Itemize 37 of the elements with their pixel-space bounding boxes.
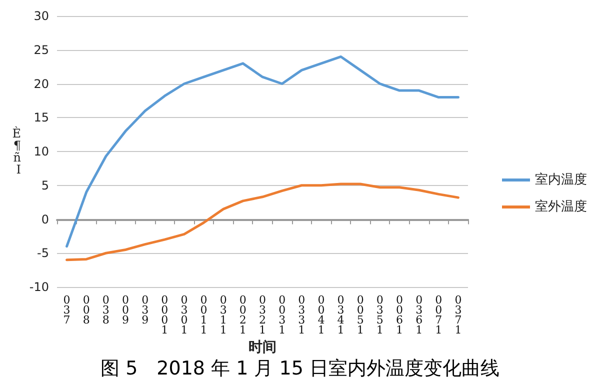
y-tick-label: 5 [41,178,49,192]
line-series [66,55,460,248]
line-series [66,182,460,262]
x-tick-label: 0 0 6 1 [396,294,403,336]
x-tick-label: 0 0 7 1 [435,294,442,336]
x-tick-label: 0 0 8 [82,294,90,326]
x-tick-label: 0 3 3 1 [298,294,306,336]
y-tick-label: 10 [34,144,49,158]
x-tick-label: 0 3 0 1 [180,294,188,336]
x-tick-label: 0 0 0 1 [161,294,168,336]
y-tick-label: 25 [34,42,49,57]
y-axis-title: È¶ñI [12,126,22,176]
x-tick-label: 0 3 6 1 [416,294,423,336]
legend-label: 室内温度 [535,172,587,188]
x-axis-title: 时间 [248,339,276,356]
x-tick-label: 0 3 2 1 [259,294,266,336]
x-tick-label: 0 3 8 [102,294,110,326]
x-tick-label: 0 3 9 [142,294,149,326]
x-tick-label: 0 0 2 1 [239,294,246,336]
y-tick-label: 15 [34,110,49,125]
x-tick-label: 0 3 5 1 [376,294,384,336]
y-tick-label: 0 [41,212,49,226]
x-tick-label: 0 3 1 1 [220,294,227,336]
y-tick-label: -10 [29,280,49,294]
x-tick-label: 0 0 3 1 [278,294,286,336]
y-tick-label: 30 [34,9,49,23]
y-tick-label: 20 [34,76,49,91]
text: 图 5 2018 年 1 月 15 日室内外温度变化曲线 [100,358,500,380]
y-tick-label: -5 [37,246,49,260]
x-tick-label: 0 3 7 [63,294,70,326]
x-tick-label: 0 0 1 1 [200,294,208,336]
x-tick-label: 0 3 7 1 [454,294,462,336]
legend-label: 室外温度 [535,198,587,214]
x-tick-label: 0 0 9 [122,294,129,326]
x-tick-label: 0 3 4 1 [337,294,344,336]
x-tick-label: 0 0 5 1 [356,294,364,336]
x-tick-label: 0 0 4 1 [318,294,325,336]
